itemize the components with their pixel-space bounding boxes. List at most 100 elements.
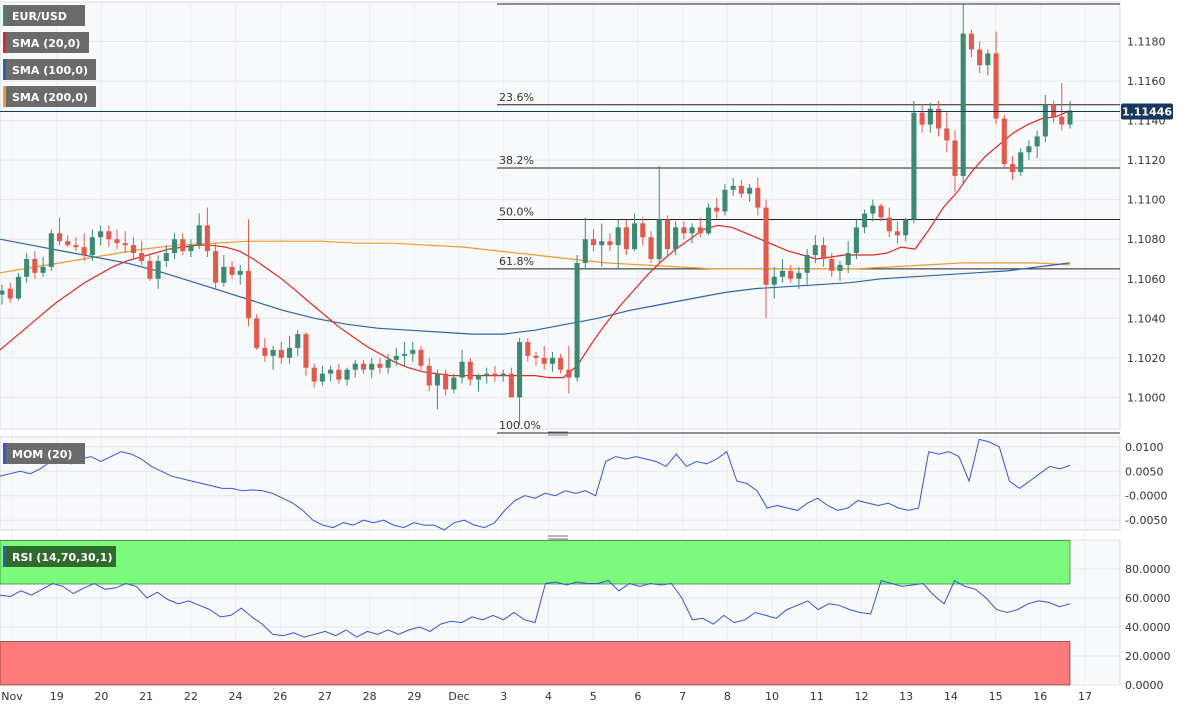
legend-sma200-label: SMA (200,0) <box>12 91 88 104</box>
legend-swatch <box>3 546 6 567</box>
candle-bearish <box>7 288 13 299</box>
x-tick-label: 14 <box>944 690 958 703</box>
legend-sma100[interactable]: SMA (100,0) <box>3 59 96 80</box>
panel-resize-handle-1[interactable] <box>548 431 568 436</box>
candle-bullish <box>24 258 30 277</box>
rsi-overbought-band <box>0 540 1071 585</box>
candle-bearish <box>541 357 547 364</box>
candle-bearish <box>566 369 572 378</box>
legend-sma20[interactable]: SMA (20,0) <box>3 32 89 53</box>
x-tick-label: 10 <box>765 690 779 703</box>
candle-bearish <box>73 245 79 248</box>
candle-bearish <box>952 140 958 176</box>
candle-bullish <box>599 241 605 246</box>
candle-bearish <box>508 373 514 398</box>
legend-eurusd[interactable]: EUR/USD <box>3 5 85 26</box>
candle-bullish <box>1034 136 1040 147</box>
moving-averages <box>0 110 1071 379</box>
sma20-line <box>0 110 1071 379</box>
candle-bearish <box>65 241 71 246</box>
legend-mom[interactable]: MOM (20) <box>3 443 85 464</box>
candle-bearish <box>492 373 498 376</box>
candle-bullish <box>927 108 933 125</box>
candle-bullish <box>903 219 909 236</box>
x-tick-label: 15 <box>989 690 1003 703</box>
momentum-line <box>0 438 1071 531</box>
candle-bearish <box>1059 116 1065 125</box>
candle-bearish <box>139 253 145 261</box>
x-tick-label: 7 <box>679 690 686 703</box>
candle-bullish <box>155 260 161 279</box>
rsi-line <box>0 579 1071 638</box>
x-tick-label: 26 <box>273 690 287 703</box>
price-tick-label: 1.1180 <box>1127 36 1166 49</box>
candle-bullish <box>48 233 54 267</box>
x-tick-label: 29 <box>407 690 421 703</box>
price-tick-label: 1.1100 <box>1127 194 1166 207</box>
rsi-tick-label: 60.0000 <box>1125 592 1171 605</box>
legend-sma200[interactable]: SMA (200,0) <box>3 86 96 107</box>
candle-bullish <box>853 227 859 254</box>
candle-bearish <box>681 227 687 234</box>
candle-bullish <box>369 363 375 370</box>
candle-bearish <box>944 128 950 141</box>
price-tick-label: 1.1160 <box>1127 75 1166 88</box>
legend-box <box>3 32 89 53</box>
legend-box <box>3 86 96 107</box>
candle-bearish <box>360 363 367 370</box>
legend-rsi[interactable]: RSI (14,70,30,1) <box>3 546 116 567</box>
candle-bearish <box>278 349 284 358</box>
candle-bullish <box>89 237 95 256</box>
candle-bullish <box>574 262 580 378</box>
candle-bearish <box>640 223 646 238</box>
x-tick-label: 16 <box>1033 690 1047 703</box>
candle-bearish <box>443 373 449 390</box>
indicator-lines <box>0 438 1071 638</box>
candle-bearish <box>886 217 892 232</box>
candle-bullish <box>1018 152 1024 173</box>
x-tick-label: 5 <box>590 690 597 703</box>
candle-bearish <box>697 227 703 234</box>
candle-bearish <box>894 231 901 236</box>
candle-bullish <box>747 187 753 194</box>
sma200-line <box>0 240 1071 274</box>
candle-bullish <box>344 369 350 380</box>
candle-bearish <box>788 270 794 279</box>
x-tick-label: 19 <box>50 690 64 703</box>
candle-bearish <box>607 241 613 246</box>
legend-sma100-label: SMA (100,0) <box>12 64 88 77</box>
candle-bullish <box>402 353 408 356</box>
momentum-panel[interactable] <box>0 436 1121 531</box>
candle-bullish <box>837 264 843 271</box>
candle-bearish <box>106 231 112 240</box>
candle-bullish <box>689 227 695 234</box>
candle-bearish <box>204 225 210 252</box>
candle-bullish <box>673 227 679 250</box>
price-tick-label: 1.1080 <box>1127 233 1166 246</box>
candle-bearish <box>467 361 473 380</box>
legend-swatch <box>3 5 6 26</box>
x-tick-label: 4 <box>545 690 552 703</box>
candle-bearish <box>525 342 531 356</box>
panel-resize-handle-2[interactable] <box>548 535 568 540</box>
x-tick-label: 17 <box>1078 690 1092 703</box>
candle-bearish <box>829 258 835 271</box>
candle-bullish <box>237 270 243 275</box>
x-tick-label: 20 <box>94 690 108 703</box>
legend-rsi-label: RSI (14,70,30,1) <box>12 551 112 564</box>
candle-bearish <box>558 357 564 370</box>
candle-bullish <box>730 185 736 190</box>
candle-bearish <box>1009 164 1016 173</box>
candle-bearish <box>180 239 186 252</box>
mom-tick-label: -0.0050 <box>1125 514 1167 527</box>
x-tick-label: 24 <box>229 690 243 703</box>
candle-bullish <box>171 239 178 254</box>
candle-bullish <box>1067 110 1073 125</box>
candle-bullish <box>705 207 712 234</box>
candle-bearish <box>755 187 761 208</box>
legend-swatch <box>3 59 6 80</box>
price-tick-label: 1.1040 <box>1127 312 1166 325</box>
candle-bullish <box>845 253 851 265</box>
